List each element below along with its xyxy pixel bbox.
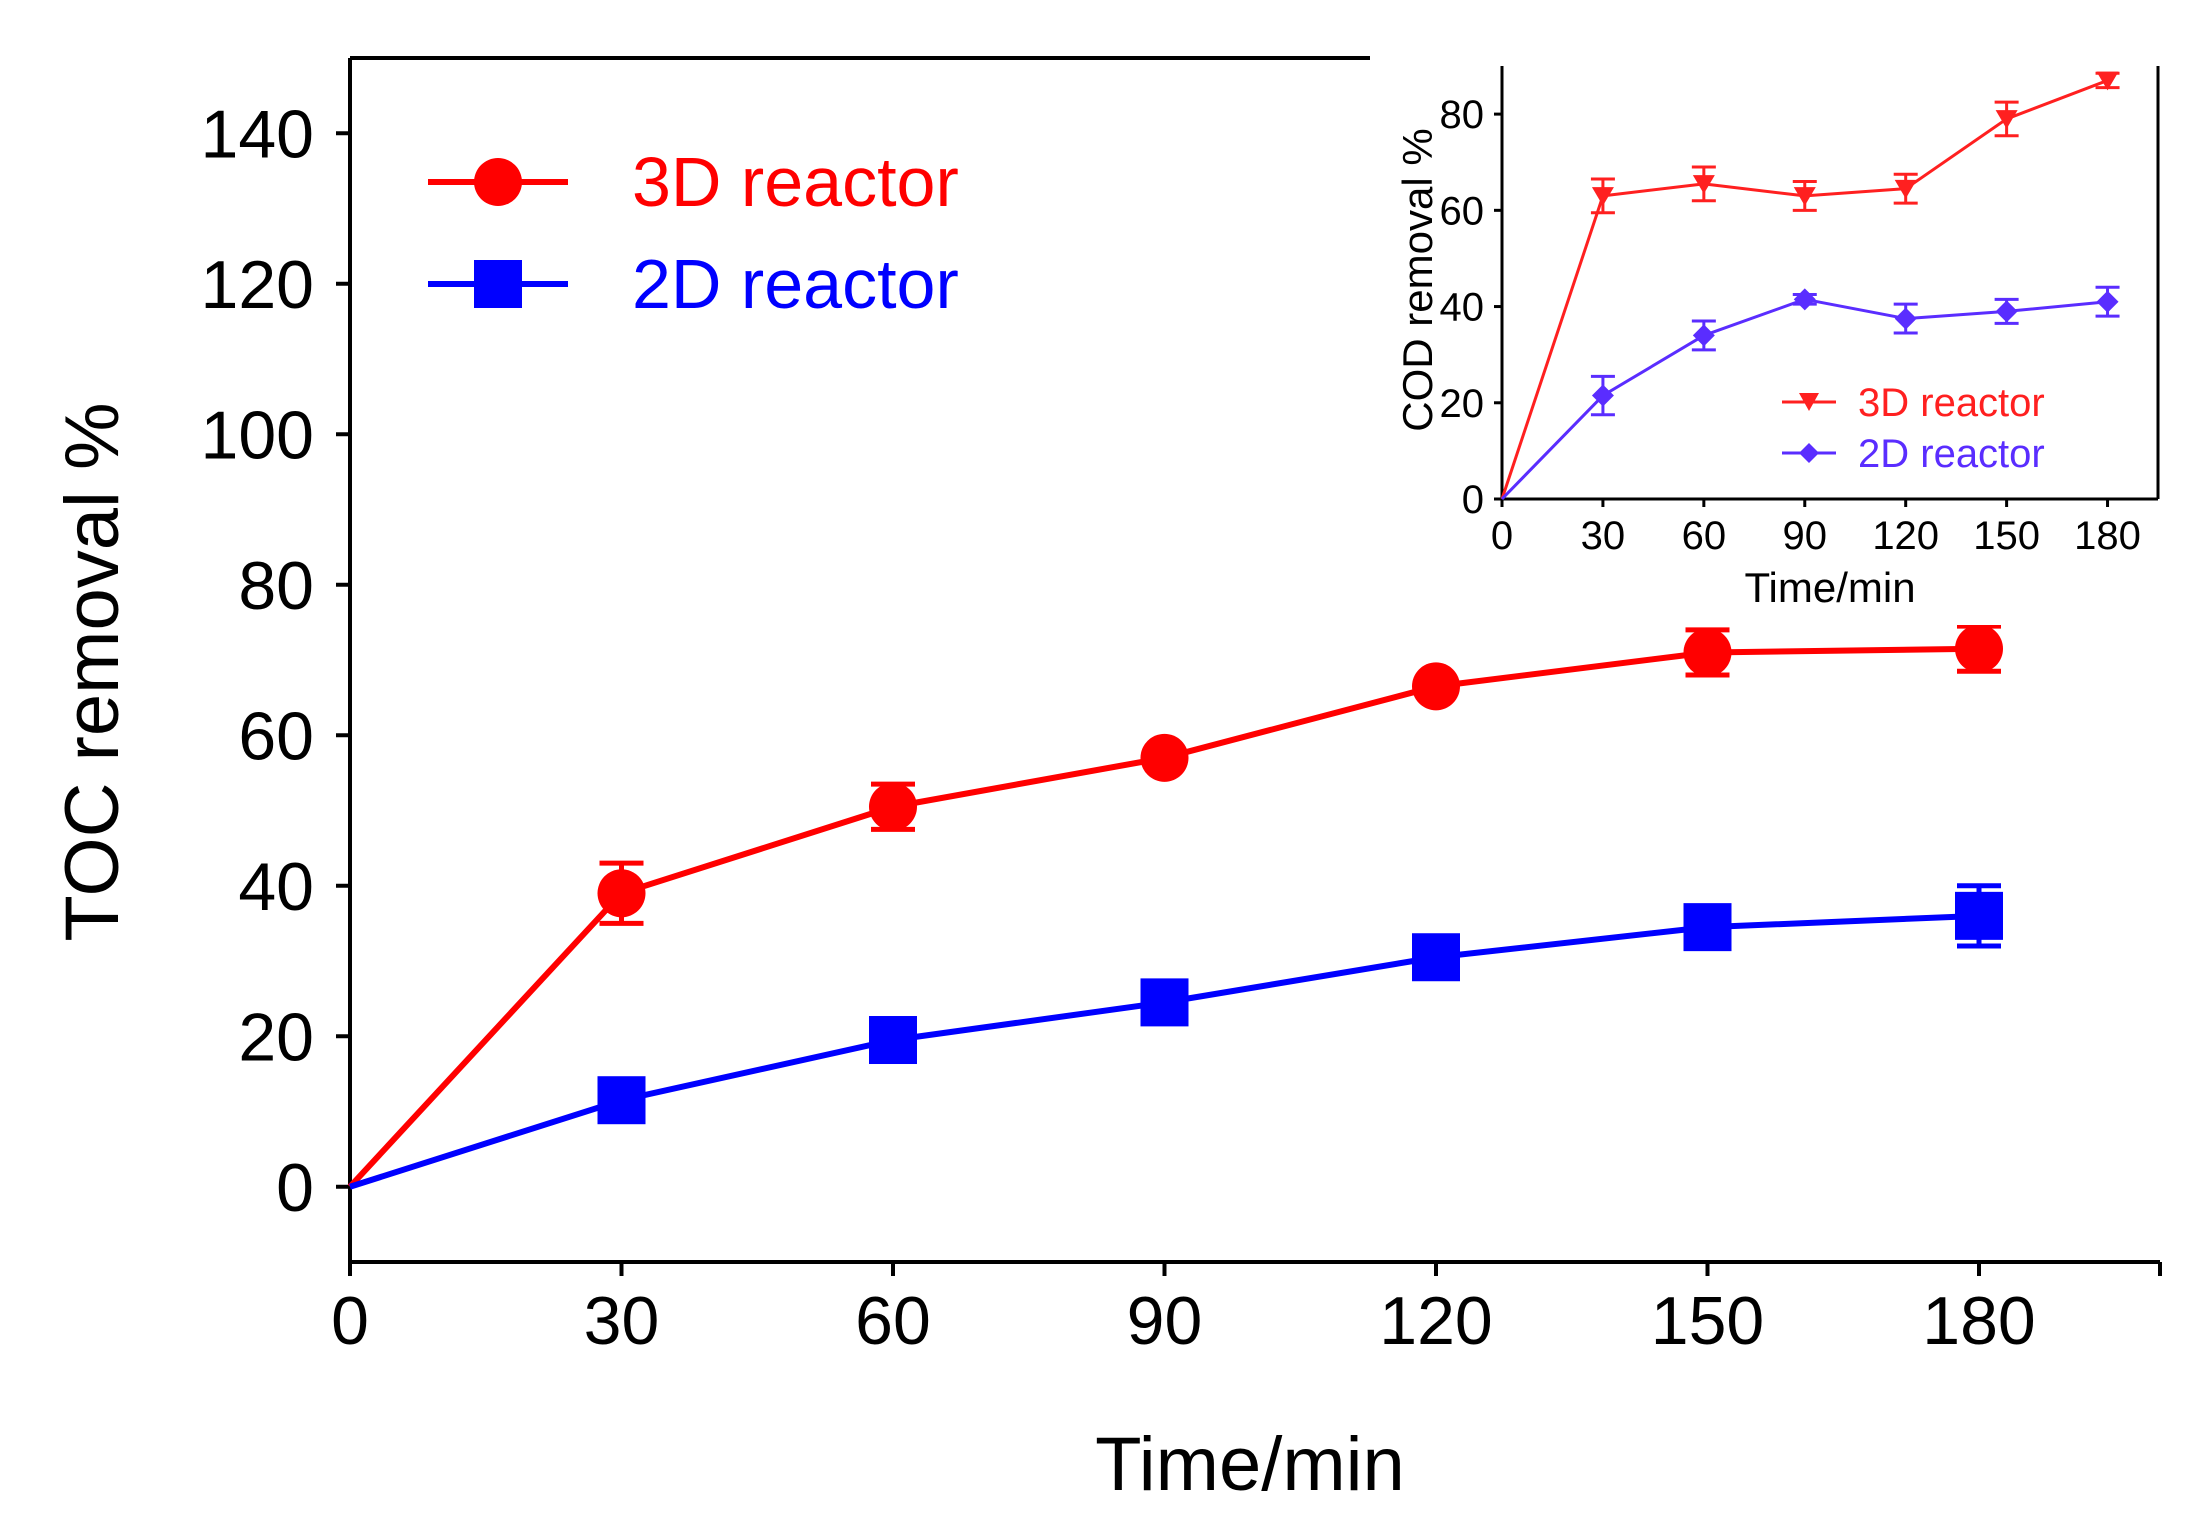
- main-point-3d: [1140, 733, 1189, 782]
- main-point-2d: [1955, 891, 2003, 940]
- inset-legend-3d-marker: [1799, 393, 1819, 411]
- main-y-tick-label: 40: [238, 849, 314, 925]
- main-point-2d: [1412, 933, 1460, 982]
- main-y-axis-ticks: 0 20 40 60 80 100 120 140: [201, 96, 350, 1226]
- inset-plot-frame: [1500, 66, 2160, 501]
- inset-point-3d: [1995, 110, 2018, 129]
- inset-series-layer: [1500, 71, 2120, 501]
- legend-2d-label: 2D reactor: [632, 245, 959, 323]
- main-point-3d: [1683, 628, 1732, 677]
- inset-point-2d: [1692, 324, 1715, 347]
- legend-2d-marker: [474, 260, 522, 308]
- inset-legend: 3D reactor 2D reactor: [1782, 381, 2045, 476]
- inset-point-3d: [1894, 179, 1917, 199]
- main-x-tick-label: 0: [331, 1283, 369, 1359]
- inset-x-tick-label: 180: [2074, 514, 2141, 558]
- inset-x-tick-label: 60: [1682, 514, 1727, 558]
- inset-point-2d: [1591, 384, 1614, 407]
- main-legend: 3D reactor 2D reactor: [428, 143, 959, 323]
- main-x-axis-ticks: 0 30 60 90 120 150 180: [331, 1262, 2036, 1359]
- inset-point-2d: [2096, 290, 2119, 313]
- main-y-tick-label: 20: [238, 999, 314, 1075]
- main-chart: 0 20 40 60 80 100 120 140 0 30 60 90 120 150 180 Time…: [50, 56, 2162, 1507]
- inset-point-3d: [1692, 175, 1715, 194]
- main-point-3d: [597, 869, 646, 918]
- inset-x-tick-label: 120: [1872, 514, 1939, 558]
- main-point-2d: [1683, 903, 1732, 952]
- inset-x-tick-label: 150: [1973, 514, 2040, 558]
- inset-point-3d: [1591, 187, 1614, 206]
- main-x-tick-label: 90: [1127, 1283, 1203, 1359]
- inset-x-tick-label: 0: [1491, 514, 1513, 558]
- inset-legend-3d-label: 3D reactor: [1858, 381, 2045, 425]
- main-y-tick-label: 140: [201, 96, 314, 172]
- legend-3d-marker: [474, 158, 522, 206]
- inset-point-2d: [1995, 300, 2018, 323]
- main-x-tick-label: 180: [1922, 1283, 2035, 1359]
- inset-y-tick-label: 80: [1440, 93, 1485, 137]
- inset-x-axis-title: Time/min: [1744, 564, 1915, 611]
- main-y-tick-label: 100: [201, 397, 314, 473]
- inset-x-axis-ticks: 0 30 60 90 120 150 180: [1491, 499, 2141, 558]
- inset-y-tick-label: 40: [1440, 286, 1485, 330]
- main-y-tick-label: 80: [238, 548, 314, 624]
- main-y-tick-label: 60: [238, 698, 314, 774]
- main-x-tick-label: 120: [1379, 1283, 1492, 1359]
- inset-point-3d: [1793, 187, 1816, 206]
- inset-y-tick-label: 20: [1440, 382, 1485, 426]
- inset-y-tick-label: 0: [1462, 478, 1484, 522]
- main-point-3d: [869, 782, 917, 831]
- main-point-2d: [869, 1016, 917, 1065]
- main-point-2d: [597, 1076, 646, 1125]
- main-y-axis-title: TOC removal %: [50, 402, 135, 941]
- main-series-layer: [347, 623, 2003, 1190]
- inset-y-tick-label: 60: [1440, 189, 1485, 233]
- inset-point-2d: [1793, 288, 1816, 311]
- main-y-tick-label: 120: [201, 247, 314, 323]
- inset-point-3d: [2096, 71, 2119, 91]
- main-point-3d: [1955, 624, 2003, 673]
- main-x-tick-label: 60: [855, 1283, 931, 1359]
- inset-y-axis-ticks: 0 20 40 60 80: [1440, 93, 1502, 522]
- inset-y-axis-title: COD removal %: [1394, 128, 1441, 431]
- inset-legend-2d-label: 2D reactor: [1858, 432, 2045, 476]
- main-y-tick-label: 0: [276, 1150, 314, 1226]
- inset-x-tick-label: 90: [1783, 514, 1828, 558]
- inset-legend-2d-marker: [1799, 443, 1819, 463]
- main-point-2d: [1140, 978, 1189, 1027]
- legend-3d-label: 3D reactor: [632, 143, 959, 221]
- inset-point-2d: [1894, 307, 1917, 330]
- main-x-axis-title: Time/min: [1095, 1422, 1405, 1507]
- inset-chart: 0 20 40 60 80 0 30 60 90 120 150 180 Time/min COD …: [1370, 55, 2170, 625]
- main-x-tick-label: 30: [584, 1283, 660, 1359]
- main-x-tick-label: 150: [1651, 1283, 1764, 1359]
- main-point-3d: [1412, 662, 1460, 711]
- inset-x-tick-label: 30: [1581, 514, 1626, 558]
